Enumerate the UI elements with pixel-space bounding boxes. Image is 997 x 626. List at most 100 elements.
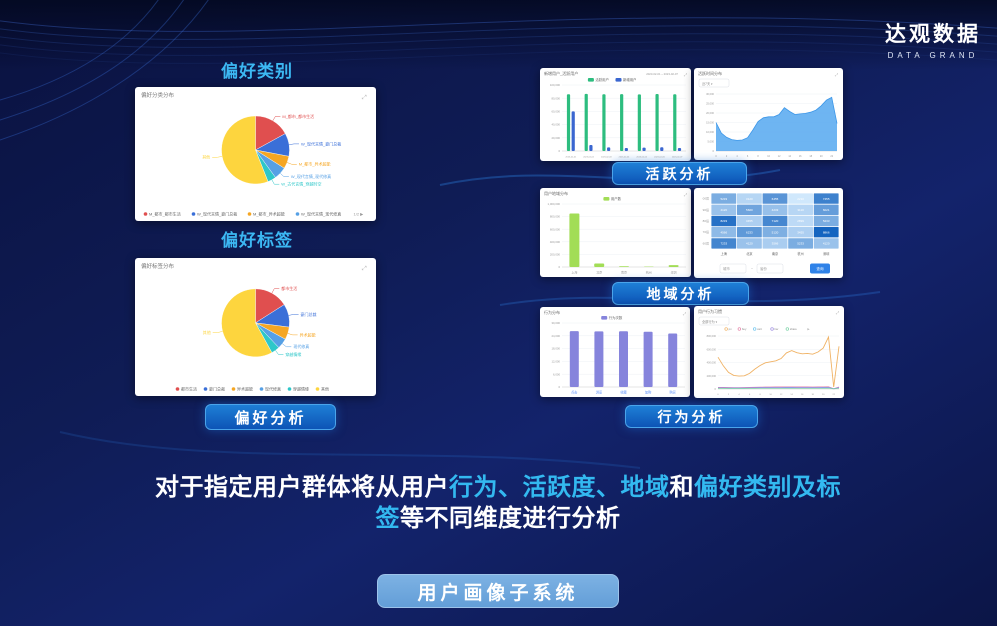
svg-text:其他: 其他 (202, 154, 210, 160)
svg-text:2023-02-03: 2023-02-03 (601, 157, 612, 159)
expand-icon[interactable]: ⤢ (683, 311, 687, 316)
svg-text:25,000: 25,000 (706, 102, 714, 106)
svg-text:800,000: 800,000 (707, 334, 717, 338)
svg-text:8: 8 (757, 155, 759, 158)
expand-icon[interactable]: ⤢ (836, 310, 840, 315)
svg-text:3120: 3120 (746, 197, 753, 201)
svg-text:6455: 6455 (772, 197, 779, 201)
desc-segment: 等不同维度进行分析 (400, 505, 621, 532)
desc-segment: 和 (669, 474, 694, 501)
svg-text:12: 12 (778, 155, 781, 158)
behavior-analysis-button[interactable]: 行为分析 (625, 405, 758, 428)
svg-text:00后: 00后 (703, 196, 709, 201)
svg-text:7233: 7233 (720, 242, 727, 246)
svg-text:深圳: 深圳 (671, 270, 677, 275)
svg-text:活跃用户: 活跃用户 (595, 77, 609, 82)
svg-text:18: 18 (809, 155, 812, 158)
svg-text:0: 0 (558, 385, 560, 389)
svg-text:fav: fav (775, 327, 779, 331)
svg-text:90后: 90后 (703, 207, 709, 212)
svg-text:0: 0 (717, 394, 719, 396)
svg-text:行为次数: 行为次数 (609, 315, 623, 320)
svg-text:穿越情缘: 穿越情缘 (293, 385, 309, 391)
preference-category-title: 偏好类别 (221, 62, 293, 81)
svg-text:80,000: 80,000 (551, 96, 560, 100)
svg-text:▶: ▶ (807, 327, 810, 331)
svg-text:用户数: 用户数 (611, 196, 622, 201)
expand-icon[interactable]: ⤢ (362, 265, 367, 272)
activity-analysis-button[interactable]: 活跃分析 (612, 162, 747, 185)
svg-text:上海: 上海 (721, 251, 728, 256)
svg-text:4120: 4120 (720, 208, 727, 212)
panel-title: 新增用户_活跃用户 (544, 70, 578, 76)
svg-text:20,000: 20,000 (706, 111, 714, 115)
date-range[interactable]: 2023-02-01 ~ 2023-02-07 (646, 72, 678, 76)
svg-text:W_现代言情_豪门总裁: W_现代言情_豪门总裁 (301, 140, 341, 146)
logo: 达观数据 DATA GRAND (885, 18, 981, 60)
system-button[interactable]: 用户画像子系统 (377, 574, 619, 608)
svg-text:其他: 其他 (321, 385, 329, 391)
preference-analysis-button[interactable]: 偏好分析 (205, 404, 336, 430)
svg-text:杭州: 杭州 (797, 251, 803, 256)
svg-text:购买: 购买 (670, 390, 676, 395)
svg-text:2023-02-02: 2023-02-02 (583, 157, 594, 159)
svg-text:省份: 省份 (760, 266, 767, 271)
panel-title: 偏好分类分布 (141, 91, 175, 99)
behavior-time-line-chart: 用户行为习惯 ⤢ 800,000 600,000 400,000 200,000 0 0 2… (694, 306, 844, 398)
svg-text:~: ~ (751, 267, 753, 271)
expand-icon[interactable]: ⤢ (835, 72, 839, 77)
svg-text:M_都市_异术超能: M_都市_异术超能 (253, 210, 285, 216)
description-text: 对于指定用户群体将从用户行为、活跃度、地域和偏好类别及标签等不同维度进行分析 (148, 472, 848, 534)
svg-text:30,000: 30,000 (706, 92, 714, 96)
svg-text:3110: 3110 (797, 208, 804, 212)
svg-text:上海: 上海 (571, 270, 577, 275)
expand-icon[interactable]: ⤢ (362, 94, 367, 101)
svg-text:北京: 北京 (746, 251, 752, 256)
expand-icon[interactable]: ⤢ (684, 72, 688, 77)
svg-text:全部行为 ▾: 全部行为 ▾ (702, 319, 718, 324)
svg-text:16: 16 (799, 155, 802, 158)
svg-text:5233: 5233 (720, 197, 727, 201)
expand-icon[interactable]: ⤢ (684, 192, 688, 197)
desc-segment: 行为、 (449, 474, 523, 501)
svg-text:30,000: 30,000 (551, 321, 560, 325)
svg-text:10,000: 10,000 (706, 130, 714, 134)
svg-text:12,000: 12,000 (551, 360, 560, 364)
svg-text:4120: 4120 (746, 242, 753, 246)
svg-text:M_都市_都市生活: M_都市_都市生活 (282, 113, 314, 119)
svg-text:14: 14 (788, 155, 791, 158)
svg-text:2023-02-05: 2023-02-05 (636, 157, 647, 159)
svg-text:6,000: 6,000 (553, 372, 560, 376)
preference-category-pie-chart: 偏好分类分布 ⤢ M_都市_都市生活 W_现代言情_豪门总裁 M_都市_异术超能 W_… (135, 87, 376, 221)
svg-text:pv: pv (729, 327, 733, 331)
svg-text:400,000: 400,000 (550, 240, 561, 244)
svg-text:现代修真: 现代修真 (265, 385, 281, 391)
svg-text:20: 20 (822, 394, 825, 396)
svg-text:100,000: 100,000 (550, 83, 561, 87)
svg-text:城市: 城市 (723, 266, 730, 271)
svg-text:现代修真: 现代修真 (293, 343, 309, 349)
svg-text:buy: buy (742, 327, 747, 331)
svg-text:share: share (790, 327, 797, 331)
svg-text:0: 0 (713, 149, 715, 153)
svg-text:3455: 3455 (746, 219, 753, 223)
svg-text:W_古代言情_穿越时空: W_古代言情_穿越时空 (281, 181, 321, 187)
desc-segment: 地域 (620, 474, 670, 501)
svg-text:0: 0 (558, 265, 560, 269)
svg-text:南京: 南京 (772, 251, 778, 256)
region-analysis-button[interactable]: 地域分析 (612, 282, 749, 305)
svg-text:20,000: 20,000 (551, 136, 560, 140)
panel-title: 行为分布 (544, 309, 560, 315)
svg-text:20: 20 (820, 155, 823, 158)
svg-text:8: 8 (759, 394, 761, 396)
svg-text:3566: 3566 (772, 242, 779, 246)
svg-text:5233: 5233 (797, 242, 804, 246)
svg-text:3455: 3455 (797, 230, 804, 234)
svg-text:4233: 4233 (772, 208, 779, 212)
svg-text:24,000: 24,000 (551, 334, 560, 338)
svg-text:2023-02-06: 2023-02-06 (654, 157, 665, 159)
svg-text:W_现代言情_豪门总裁: W_现代言情_豪门总裁 (197, 210, 237, 216)
preference-tag-title: 偏好标签 (221, 231, 293, 250)
svg-text:22: 22 (830, 155, 833, 158)
svg-text:7455: 7455 (823, 197, 830, 201)
